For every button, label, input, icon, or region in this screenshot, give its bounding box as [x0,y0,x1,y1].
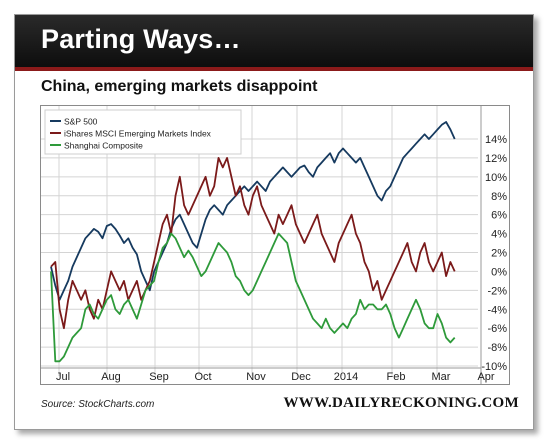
y-tick-label: 8% [491,191,507,203]
line-chart: 14% 12% 10% 8% 6% 4% 2% 0% -2% -4% -6% -8% -10% Jul Au… [41,106,507,384]
eem-line [50,157,456,330]
series-layer [50,121,456,363]
x-tick-label: Aug [101,371,121,383]
x-tick-label: Apr [477,371,494,383]
y-tick-label: 10% [485,172,507,184]
legend-label: S&P 500 [64,117,98,127]
y-tick-label: -10% [481,361,507,373]
y-tick-label: 6% [491,210,507,222]
chart-card: Parting Ways… China, emerging markets di… [14,14,534,430]
y-tick-label: -6% [487,323,507,335]
legend: S&P 500 iShares MSCI Emerging Markets Ind… [44,109,242,155]
y-tick-label: 2% [491,248,507,260]
site-url: WWW.DAILYRECKONING.COM [283,395,519,411]
x-tick-label: Jul [56,371,70,383]
x-tick-label: Feb [387,371,406,383]
banner-title: Parting Ways… [41,24,241,54]
x-tick-label: Nov [246,371,266,383]
shanghai-line [50,232,456,363]
y-tick-label: 14% [485,134,507,146]
legend-label: Shanghai Composite [64,141,143,151]
chart-subtitle: China, emerging markets disappoint [41,78,318,95]
plot-area: 14% 12% 10% 8% 6% 4% 2% 0% -2% -4% -6% -8% -10% Jul Au… [40,105,510,385]
y-tick-label: 0% [491,266,507,278]
tick-layer: 14% 12% 10% 8% 6% 4% 2% 0% -2% -4% -6% -8% -10% Jul Au… [56,134,507,383]
title-banner: Parting Ways… [15,15,533,71]
y-tick-label: -2% [487,285,507,297]
y-tick-label: -8% [487,342,507,354]
x-tick-label: Sep [149,371,169,383]
y-tick-label: -4% [487,304,507,316]
x-tick-label: Mar [432,371,451,383]
y-tick-label: 4% [491,229,507,241]
x-tick-label: Oct [194,371,211,383]
source-note: Source: StockCharts.com [41,399,155,410]
sp500-line [50,121,456,301]
legend-label: iShares MSCI Emerging Markets Index [64,129,212,139]
legend-box [44,109,242,155]
x-tick-label: Dec [291,371,311,383]
x-tick-label: 2014 [334,371,358,383]
grid-layer [41,106,482,384]
y-tick-label: 12% [485,153,507,165]
